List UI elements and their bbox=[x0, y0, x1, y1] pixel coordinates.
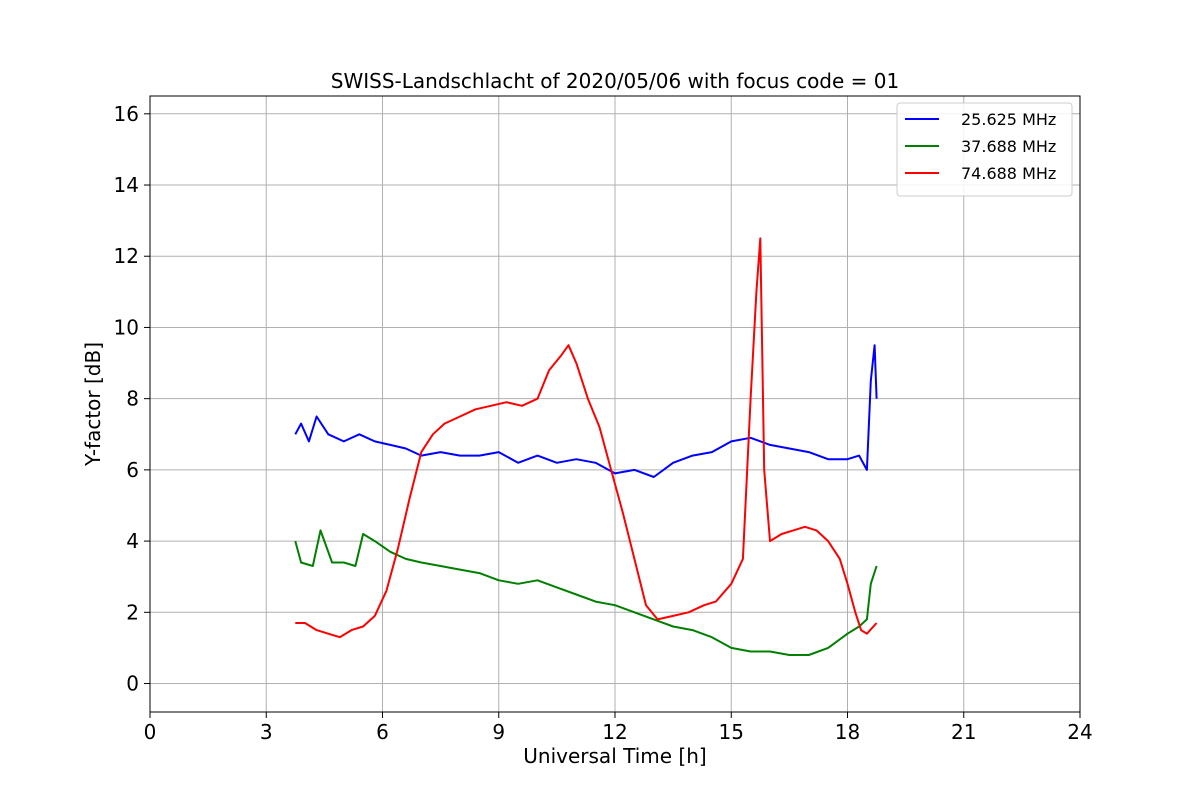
plot-area bbox=[294, 237, 878, 656]
x-axis-ticks: 0 3 6 9 12 15 18 21 24 bbox=[144, 712, 1093, 744]
y-tick-label: 2 bbox=[126, 600, 139, 624]
y-tick-label: 12 bbox=[114, 244, 139, 268]
chart-title: SWISS-Landschlacht of 2020/05/06 with fo… bbox=[331, 69, 899, 93]
x-tick-label: 15 bbox=[719, 720, 744, 744]
legend: 25.625 MHz 37.688 MHz 74.688 MHz bbox=[896, 102, 1073, 197]
legend-label-1: 25.625 MHz bbox=[961, 110, 1056, 129]
x-tick-label: 21 bbox=[951, 720, 976, 744]
x-tick-label: 12 bbox=[602, 720, 627, 744]
x-tick-label: 0 bbox=[144, 720, 157, 744]
legend-box bbox=[896, 102, 1073, 197]
series-line-2 bbox=[294, 529, 878, 656]
y-tick-label: 4 bbox=[126, 529, 139, 553]
y-tick-label: 14 bbox=[114, 173, 139, 197]
x-axis-label: Universal Time [h] bbox=[523, 744, 706, 768]
y-axis-ticks: 0 2 4 6 8 10 12 14 16 bbox=[114, 102, 150, 696]
series-layer bbox=[294, 237, 878, 656]
y-tick-label: 0 bbox=[126, 672, 139, 696]
y-tick-label: 6 bbox=[126, 458, 139, 482]
legend-label-2: 37.688 MHz bbox=[961, 137, 1056, 156]
legend-label-3: 74.688 MHz bbox=[961, 164, 1056, 183]
y-tick-label: 16 bbox=[114, 102, 139, 126]
x-tick-label: 3 bbox=[260, 720, 273, 744]
y-tick-label: 8 bbox=[126, 387, 139, 411]
x-tick-label: 18 bbox=[835, 720, 860, 744]
y-tick-label: 10 bbox=[114, 315, 139, 339]
series-line-1 bbox=[294, 344, 878, 478]
x-tick-label: 9 bbox=[492, 720, 505, 744]
x-tick-label: 24 bbox=[1067, 720, 1092, 744]
x-tick-label: 6 bbox=[376, 720, 389, 744]
y-axis-label: Y-factor [dB] bbox=[81, 342, 105, 467]
series-line-3 bbox=[295, 237, 878, 639]
